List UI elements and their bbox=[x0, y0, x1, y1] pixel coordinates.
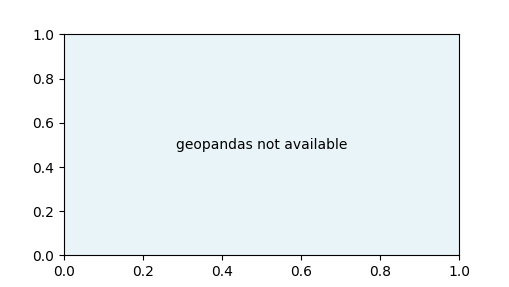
Text: geopandas not available: geopandas not available bbox=[175, 138, 347, 152]
